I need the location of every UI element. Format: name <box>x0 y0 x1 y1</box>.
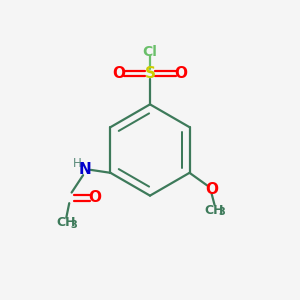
Text: 3: 3 <box>219 207 226 217</box>
Text: S: S <box>145 66 155 81</box>
Text: Cl: Cl <box>142 45 158 59</box>
Text: CH: CH <box>205 204 224 217</box>
Text: O: O <box>88 190 101 205</box>
Text: CH: CH <box>57 216 76 230</box>
Text: N: N <box>79 162 92 177</box>
Text: 3: 3 <box>70 220 77 230</box>
Text: O: O <box>174 66 188 81</box>
Text: O: O <box>205 182 218 196</box>
Text: H: H <box>73 157 82 170</box>
Text: O: O <box>112 66 126 81</box>
